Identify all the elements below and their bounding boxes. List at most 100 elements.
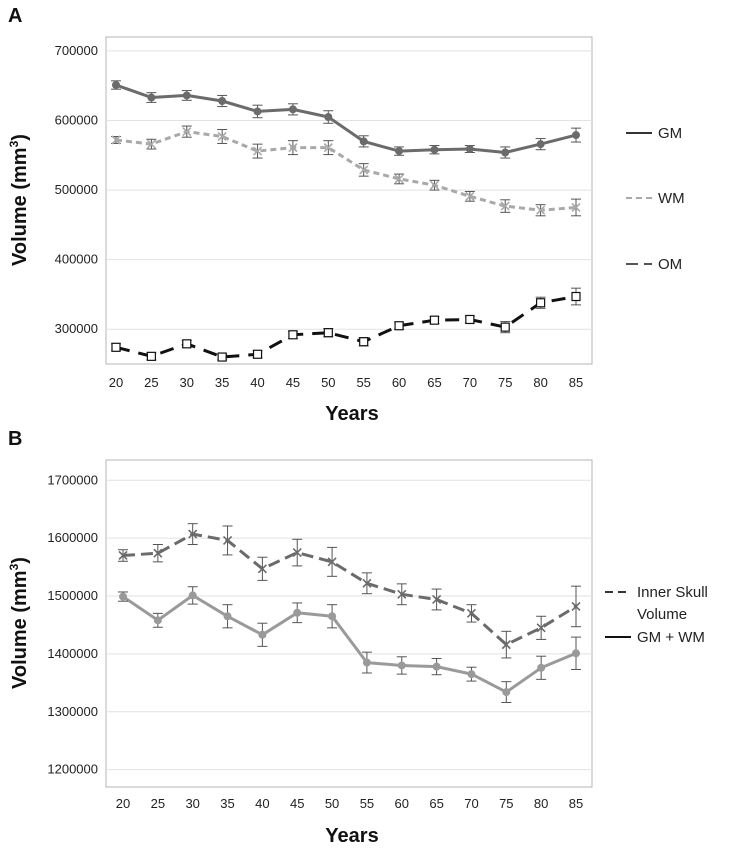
data-point [182, 339, 192, 349]
data-point [258, 630, 267, 639]
y-tick-label: 1600000 [47, 530, 98, 545]
panel-a-letter: A [8, 5, 22, 27]
data-point [146, 351, 156, 361]
x-tick-label: 20 [109, 375, 123, 390]
data-point [288, 143, 298, 153]
series-line [122, 593, 577, 694]
y-tick-label: 1300000 [47, 704, 98, 719]
x-tick-label: 45 [290, 796, 304, 811]
data-point [465, 191, 475, 201]
y-tick-label: 1500000 [47, 588, 98, 603]
x-tick-label: 70 [463, 375, 477, 390]
x-tick-label: 50 [325, 796, 339, 811]
x-tick-label: 70 [464, 796, 478, 811]
data-point [111, 342, 121, 352]
data-point [501, 148, 510, 157]
x-tick-label: 40 [255, 796, 269, 811]
data-point [429, 315, 440, 325]
series-line [115, 83, 577, 154]
data-point [397, 589, 407, 599]
data-point [572, 649, 580, 658]
data-point [328, 612, 337, 621]
data-point [223, 612, 232, 621]
data-point [188, 529, 198, 539]
x-tick-label: 55 [360, 796, 374, 811]
y-tick-labels-a: 300000 400000 500000 600000 700000 [55, 43, 98, 336]
data-point [182, 91, 191, 100]
data-point [147, 93, 156, 102]
data-point [217, 131, 227, 142]
legend-label: Inner Skull [637, 584, 708, 601]
data-point [118, 550, 128, 561]
plot-area-b [105, 459, 593, 788]
data-point [252, 146, 263, 156]
y-axis-title-b: Volume (mm3) [7, 557, 31, 689]
data-point [327, 557, 337, 567]
data-point [359, 165, 369, 175]
legend-a: GM WM OM [626, 125, 685, 273]
series-wm [111, 125, 581, 217]
data-point [359, 337, 369, 347]
x-tick-label: 40 [250, 375, 264, 390]
data-point [323, 143, 333, 153]
series-om [111, 287, 581, 362]
data-point [432, 594, 442, 605]
data-point [572, 131, 580, 140]
data-point [500, 201, 510, 211]
panel-a: A 300000 400000 500000 600000 700000 20 25 30 3… [7, 5, 685, 425]
x-tick-label: 35 [215, 375, 229, 390]
data-point [501, 640, 511, 650]
data-point [536, 623, 546, 633]
legend-label: OM [658, 256, 682, 273]
data-point [536, 298, 546, 308]
legend-label: GM + WM [637, 629, 705, 646]
x-tick-labels-a: 20 25 30 35 40 45 50 55 60 65 70 75 80 85 [109, 375, 583, 390]
y-tick-label: 400000 [55, 252, 98, 267]
y-tick-label: 600000 [55, 112, 98, 127]
x-tick-label: 75 [499, 796, 513, 811]
data-point [153, 548, 163, 558]
series-inner-skull-volume [118, 523, 581, 659]
x-tick-label: 45 [286, 375, 300, 390]
gridlines-b [106, 479, 592, 771]
x-axis-title-a: Years [325, 403, 378, 425]
data-point [394, 174, 404, 184]
data-point [465, 145, 474, 154]
plot-area-a [105, 36, 593, 365]
data-point [502, 688, 511, 697]
data-point [153, 616, 162, 625]
gridlines-a [106, 50, 592, 330]
data-point [537, 663, 546, 672]
data-point [188, 591, 197, 600]
data-point [292, 548, 302, 558]
x-tick-label: 60 [392, 375, 406, 390]
x-tick-label: 25 [144, 375, 158, 390]
data-point [430, 145, 439, 154]
x-tick-label: 80 [534, 796, 548, 811]
series-line [115, 295, 577, 359]
x-tick-label: 65 [429, 796, 443, 811]
data-point [293, 608, 302, 617]
data-point [536, 140, 545, 149]
x-tick-label: 80 [533, 375, 547, 390]
data-point [323, 328, 333, 338]
panel-b: B 1200000 1300000 1400000 1500000 1600000 170… [7, 428, 708, 847]
data-point [288, 330, 298, 340]
data-point [146, 139, 156, 149]
data-point [288, 105, 297, 114]
series-group-b [118, 523, 581, 704]
data-point [362, 658, 371, 667]
series-line [115, 130, 577, 212]
y-tick-label: 1700000 [47, 472, 98, 487]
x-axis-title-b: Years [325, 825, 378, 847]
data-point [467, 670, 476, 679]
data-point [222, 535, 233, 546]
y-tick-label: 700000 [55, 43, 98, 58]
data-point [395, 147, 404, 156]
data-point [466, 608, 477, 618]
data-point [324, 113, 333, 122]
data-point [359, 137, 368, 146]
data-point [257, 564, 267, 574]
data-point [218, 97, 227, 106]
